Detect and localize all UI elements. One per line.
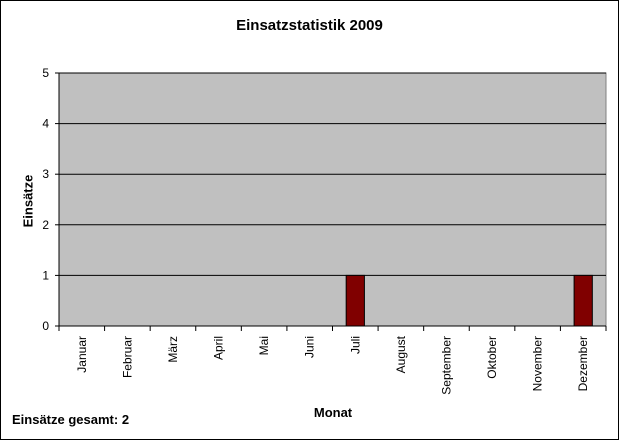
x-tick-label-juli: Juli <box>348 336 362 354</box>
x-axis-label: Monat <box>313 405 353 420</box>
bar-dezember <box>573 274 593 327</box>
chart-title: Einsatzstatistik 2009 <box>236 17 383 34</box>
x-tick-label-juni: Juni <box>303 336 317 358</box>
total-label: Einsätze gesamt: <box>12 412 119 427</box>
y-tick-label: 0 <box>42 319 49 333</box>
y-tick-label: 1 <box>42 268 49 282</box>
y-tick-label: 3 <box>42 167 49 181</box>
x-tick-label-november: November <box>531 336 545 391</box>
x-tick-label-märz: März <box>166 336 180 363</box>
x-tick-label-september: September <box>439 336 453 395</box>
x-tick-label-oktober: Oktober <box>485 336 499 379</box>
bar-juli <box>345 274 365 327</box>
y-tick-label: 4 <box>42 117 49 131</box>
total-summary: Einsätze gesamt: 2 <box>12 412 129 427</box>
total-value: 2 <box>121 412 130 427</box>
x-tick-label-januar: Januar <box>75 336 89 373</box>
x-tick-label-april: April <box>212 336 226 360</box>
x-tick-label-august: August <box>394 335 408 373</box>
y-tick-label: 2 <box>42 218 49 232</box>
x-tick-label-dezember: Dezember <box>576 336 590 391</box>
y-tick-label: 5 <box>42 66 49 80</box>
x-tick-label-mai: Mai <box>257 336 271 355</box>
y-axis-label: Einsätze <box>20 174 36 228</box>
plot-background <box>58 72 607 327</box>
x-tick-label-februar: Februar <box>120 336 134 378</box>
